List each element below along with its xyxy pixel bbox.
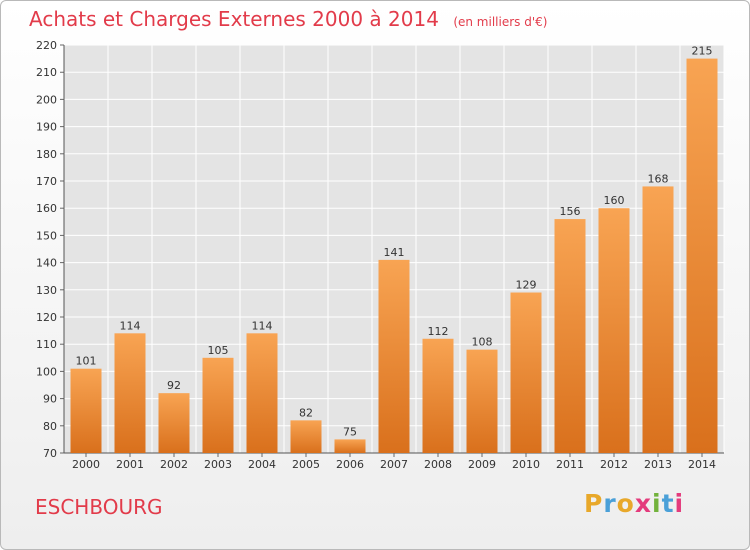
x-tick-label: 2005 bbox=[292, 458, 320, 471]
y-tick-label: 110 bbox=[36, 338, 57, 351]
x-tick-label: 2012 bbox=[600, 458, 628, 471]
bar bbox=[642, 186, 674, 453]
bar bbox=[510, 292, 542, 453]
x-tick-label: 2008 bbox=[424, 458, 452, 471]
bar bbox=[378, 259, 410, 453]
y-tick-label: 200 bbox=[36, 93, 57, 106]
data-label: 114 bbox=[120, 319, 141, 332]
bar bbox=[686, 58, 718, 453]
y-tick-label: 90 bbox=[43, 393, 57, 406]
bar bbox=[114, 333, 146, 453]
y-tick-label: 70 bbox=[43, 447, 57, 460]
chart-title-text: Achats et Charges Externes 2000 à 2014 bbox=[29, 7, 439, 31]
x-tick-label: 2000 bbox=[72, 458, 100, 471]
y-tick-label: 150 bbox=[36, 229, 57, 242]
bar bbox=[158, 393, 190, 453]
bar bbox=[290, 420, 322, 453]
chart-subtitle: (en milliers d'€) bbox=[453, 15, 548, 29]
bar bbox=[554, 219, 586, 453]
bar bbox=[334, 439, 366, 453]
data-label: 114 bbox=[252, 319, 273, 332]
x-tick-label: 2010 bbox=[512, 458, 540, 471]
y-tick-label: 180 bbox=[36, 148, 57, 161]
data-label: 129 bbox=[516, 279, 537, 292]
data-label: 168 bbox=[648, 172, 669, 185]
y-tick-label: 120 bbox=[36, 311, 57, 324]
x-tick-label: 2007 bbox=[380, 458, 408, 471]
data-label: 141 bbox=[384, 246, 405, 259]
data-label: 105 bbox=[208, 344, 229, 357]
data-label: 108 bbox=[472, 336, 493, 349]
data-label: 215 bbox=[692, 45, 713, 58]
data-label: 156 bbox=[560, 205, 581, 218]
data-label: 101 bbox=[76, 355, 97, 368]
x-tick-label: 2002 bbox=[160, 458, 188, 471]
bar bbox=[598, 208, 630, 453]
bar bbox=[466, 349, 498, 453]
data-label: 92 bbox=[167, 379, 181, 392]
proxiti-logo: Proxiti bbox=[584, 489, 685, 518]
y-tick-label: 80 bbox=[43, 420, 57, 433]
x-tick-label: 2009 bbox=[468, 458, 496, 471]
x-tick-label: 2014 bbox=[688, 458, 716, 471]
x-tick-label: 2013 bbox=[644, 458, 672, 471]
data-label: 82 bbox=[299, 406, 313, 419]
bar bbox=[246, 333, 278, 453]
commune-name: ESCHBOURG bbox=[35, 495, 163, 519]
y-tick-label: 190 bbox=[36, 121, 57, 134]
chart-title: Achats et Charges Externes 2000 à 2014 (… bbox=[29, 7, 547, 31]
x-tick-label: 2003 bbox=[204, 458, 232, 471]
data-label: 160 bbox=[604, 194, 625, 207]
y-tick-label: 170 bbox=[36, 175, 57, 188]
data-label: 112 bbox=[428, 325, 449, 338]
data-label: 75 bbox=[343, 425, 357, 438]
y-tick-label: 140 bbox=[36, 257, 57, 270]
x-tick-label: 2001 bbox=[116, 458, 144, 471]
bar bbox=[202, 357, 234, 453]
bar bbox=[422, 338, 454, 453]
bar bbox=[70, 368, 102, 453]
y-tick-label: 130 bbox=[36, 284, 57, 297]
y-tick-label: 220 bbox=[36, 39, 57, 52]
y-tick-label: 100 bbox=[36, 365, 57, 378]
x-tick-label: 2006 bbox=[336, 458, 364, 471]
y-tick-label: 210 bbox=[36, 66, 57, 79]
x-tick-label: 2004 bbox=[248, 458, 276, 471]
y-tick-label: 160 bbox=[36, 202, 57, 215]
x-tick-label: 2011 bbox=[556, 458, 584, 471]
